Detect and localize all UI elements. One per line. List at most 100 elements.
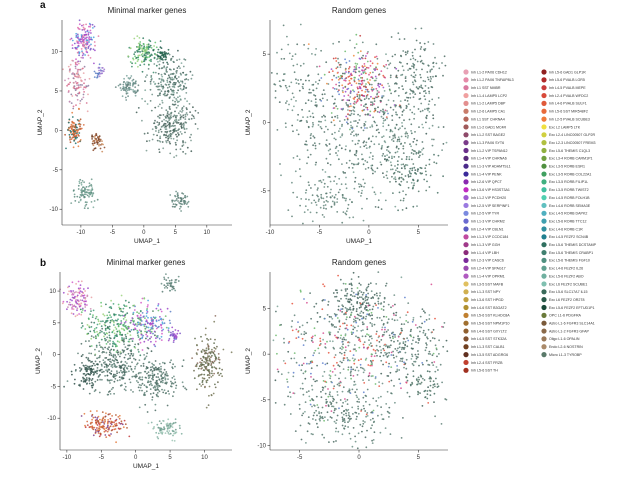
data-point — [106, 422, 109, 425]
data-point — [418, 156, 420, 159]
data-point — [429, 76, 432, 78]
data-point — [101, 365, 103, 367]
data-point — [391, 138, 393, 141]
data-point — [143, 297, 146, 300]
data-point — [126, 81, 128, 83]
data-point — [129, 61, 132, 63]
data-point — [327, 83, 330, 85]
data-point — [177, 89, 180, 92]
data-point — [74, 129, 76, 132]
data-point — [340, 147, 343, 150]
data-point — [371, 317, 373, 320]
data-point — [166, 424, 169, 427]
data-point — [143, 394, 146, 397]
data-point — [159, 46, 162, 49]
data-point — [207, 346, 210, 348]
data-point — [401, 209, 404, 211]
data-point — [352, 102, 355, 105]
data-point — [139, 314, 142, 317]
data-point — [377, 106, 379, 109]
data-point — [327, 162, 329, 165]
data-point — [305, 332, 307, 335]
data-point — [160, 310, 163, 313]
data-point — [331, 78, 334, 81]
data-point — [327, 351, 330, 354]
data-point — [406, 311, 409, 314]
data-point — [93, 41, 96, 43]
data-point — [276, 352, 278, 355]
data-point — [364, 91, 367, 93]
data-point — [93, 321, 96, 324]
data-point — [292, 371, 295, 374]
data-point — [89, 345, 91, 348]
data-point — [158, 390, 161, 393]
data-point — [370, 375, 373, 378]
data-point — [166, 374, 169, 377]
data-point — [394, 104, 397, 107]
data-point — [99, 418, 101, 421]
data-point — [348, 82, 351, 85]
data-point — [367, 304, 370, 307]
data-point — [145, 390, 148, 393]
data-point — [122, 83, 125, 86]
data-point — [82, 24, 85, 26]
data-point — [385, 174, 388, 177]
data-point — [196, 353, 198, 356]
data-point — [140, 365, 143, 367]
data-point — [137, 58, 140, 61]
data-point — [341, 125, 343, 128]
data-point — [123, 80, 125, 83]
data-point — [102, 70, 104, 72]
data-point — [387, 150, 390, 153]
data-point — [398, 38, 401, 41]
data-point — [157, 303, 160, 305]
data-point — [166, 430, 169, 432]
data-point — [118, 417, 121, 420]
data-point — [411, 51, 414, 54]
data-point — [204, 327, 207, 330]
data-point — [339, 120, 341, 122]
data-point — [105, 320, 107, 323]
data-point — [361, 82, 364, 84]
data-point — [381, 96, 383, 99]
data-point — [363, 140, 366, 143]
data-point — [382, 86, 385, 89]
data-point — [83, 365, 85, 367]
data-point — [408, 170, 411, 173]
data-point — [296, 63, 299, 66]
data-point — [391, 157, 393, 160]
data-point — [425, 189, 428, 192]
data-point — [304, 410, 306, 413]
data-point — [370, 95, 372, 98]
data-point — [97, 35, 100, 37]
data-point — [368, 83, 371, 86]
data-point — [74, 65, 77, 68]
data-point — [178, 81, 181, 84]
data-point — [98, 143, 100, 146]
data-point — [323, 201, 325, 203]
data-point — [84, 328, 87, 330]
data-point — [332, 324, 335, 326]
data-point — [92, 48, 95, 51]
data-point — [120, 369, 122, 372]
data-point — [420, 172, 422, 175]
data-point — [124, 365, 127, 367]
data-point — [385, 129, 388, 131]
data-point — [177, 275, 180, 278]
data-point — [88, 195, 90, 198]
data-point — [137, 321, 140, 324]
data-point — [79, 125, 81, 128]
data-point — [111, 359, 114, 361]
data-point — [403, 165, 406, 167]
data-point — [175, 121, 177, 123]
data-point — [383, 297, 386, 300]
data-point — [112, 425, 114, 428]
data-point — [342, 359, 345, 361]
data-point — [149, 374, 152, 377]
data-point — [306, 116, 309, 118]
data-point — [135, 91, 138, 94]
data-point — [137, 107, 140, 109]
data-point — [335, 105, 338, 108]
data-point — [389, 151, 391, 154]
data-point — [290, 58, 293, 60]
